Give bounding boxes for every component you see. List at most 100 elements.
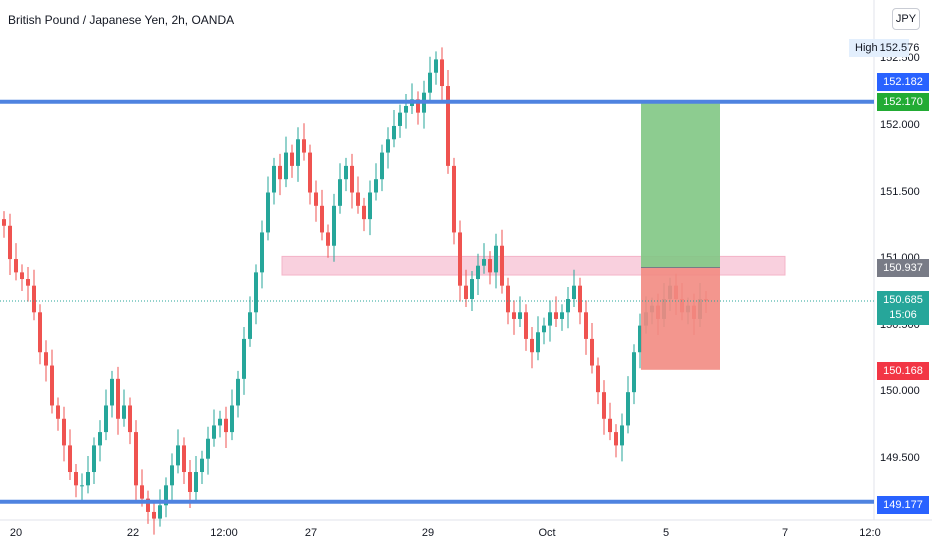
candle-body (296, 139, 300, 166)
candle-body (518, 312, 522, 319)
candle-body (62, 418, 66, 446)
time-tick: 7 (781, 527, 789, 539)
candle-body (356, 192, 360, 206)
candle-body (14, 259, 18, 273)
candle-body (512, 312, 516, 319)
candle-body (344, 165, 348, 180)
candle-body (170, 465, 174, 486)
stop-loss-price-label: 150.168 (877, 362, 929, 380)
time-tick: 22 (126, 527, 140, 539)
price-tick: 149.500 (880, 451, 920, 464)
candle-body (434, 59, 438, 73)
candle-body (158, 505, 162, 519)
candle-body (38, 312, 42, 353)
candle-body (152, 511, 156, 519)
candle-body (50, 365, 54, 406)
time-tick: 20 (9, 527, 23, 539)
candle-body (554, 312, 558, 319)
candle-body (8, 225, 12, 260)
candle-body (404, 105, 408, 113)
candle-body (266, 192, 270, 233)
candle-body (122, 405, 126, 419)
candle-body (194, 472, 198, 492)
candle-body (224, 418, 228, 433)
candle-body (350, 165, 354, 193)
candle-body (602, 392, 606, 419)
candle-body (560, 312, 564, 319)
take-profit-area (641, 103, 720, 268)
candle-body (590, 338, 594, 366)
time-tick: 12:00 (210, 527, 238, 539)
take-profit-price-label: 152.170 (877, 93, 929, 111)
candle-body (566, 298, 570, 313)
candle-body (74, 472, 78, 486)
high-label-box: High 152.576 (849, 39, 919, 57)
candle-body (446, 86, 450, 166)
candle-body (134, 432, 138, 486)
last-price-badge: 150.685 15:06 (877, 291, 929, 325)
candle-body (302, 139, 306, 153)
candle-body (458, 232, 462, 286)
candle-body (338, 179, 342, 206)
candle-body (392, 125, 396, 140)
candle-body (44, 352, 48, 366)
time-tick: 12:0 (859, 527, 881, 539)
time-tick: Oct (538, 527, 556, 539)
candle-body (236, 378, 240, 406)
candle-body (272, 165, 276, 193)
stop-loss-area (641, 267, 720, 370)
candle-body (146, 498, 150, 512)
candle-body (230, 405, 234, 433)
candle-body (524, 312, 528, 339)
resistance-price-label: 152.182 (877, 73, 929, 91)
candle-body (386, 139, 390, 153)
zone-price-label: 150.937 (877, 259, 929, 277)
candle-body (542, 325, 546, 333)
candle-body (536, 332, 540, 353)
time-tick: 27 (304, 527, 318, 539)
candle-body (548, 312, 552, 326)
candle-body (614, 432, 618, 446)
candle-body (314, 192, 318, 206)
candle-body (362, 205, 366, 220)
currency-button[interactable]: JPY (892, 8, 920, 30)
chart-title: British Pound / Japanese Yen, 2h, OANDA (8, 13, 235, 27)
candle-body (284, 152, 288, 180)
candle-body (92, 445, 96, 473)
candle-body (218, 418, 222, 426)
candle-body (140, 485, 144, 499)
candle-body (632, 352, 636, 393)
candle-body (56, 405, 60, 419)
candle-body (188, 472, 192, 492)
candle-body (374, 179, 378, 193)
candle-body (260, 232, 264, 273)
time-tick: 5 (662, 527, 670, 539)
candle-body (398, 112, 402, 126)
candle-body (470, 279, 474, 299)
candle-body (506, 285, 510, 313)
candle-body (20, 272, 24, 280)
candle-body (608, 418, 612, 433)
candle-body (476, 265, 480, 280)
candle-body (98, 432, 102, 446)
candle-body (110, 378, 114, 406)
candle-body (320, 205, 324, 233)
candle-body (482, 259, 486, 266)
candle-body (494, 245, 498, 273)
candle-body (290, 152, 294, 166)
candle-body (80, 485, 84, 487)
candle-body (182, 445, 186, 473)
high-value: 152.576 (879, 42, 920, 54)
candle-body (2, 219, 6, 226)
candle-body (32, 285, 36, 313)
candle-body (206, 438, 210, 459)
candle-body (578, 285, 582, 313)
candle-body (638, 325, 642, 353)
candle-body (128, 405, 132, 433)
candle-body (584, 312, 588, 339)
candle-body (500, 245, 504, 286)
candle-body (440, 59, 444, 87)
support-price-label: 149.177 (877, 496, 929, 514)
